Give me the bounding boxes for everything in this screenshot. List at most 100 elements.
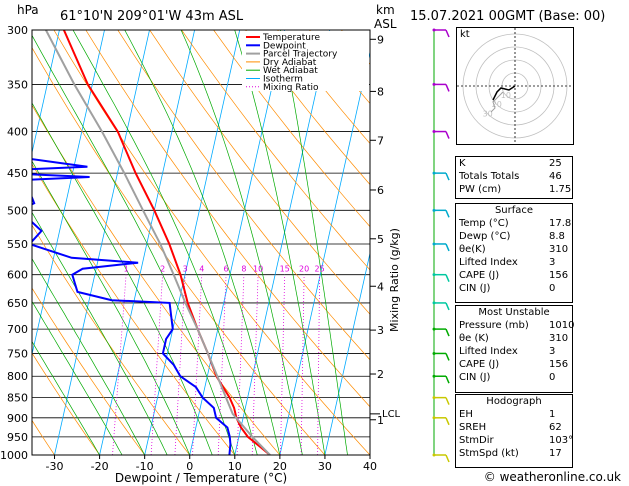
wind-barb-point (432, 327, 436, 331)
hodograph-stat-value: 1 (549, 409, 556, 420)
most-unstable-value: 156 (549, 359, 569, 370)
temperature-tick-label: 30 (318, 460, 332, 473)
index-row: Totals Totals 46 (456, 170, 572, 183)
wind-barb-flag (445, 131, 450, 139)
wind-barb-point (432, 396, 436, 400)
wind-barb-point (432, 130, 436, 134)
dry-adiabat-line (32, 46, 326, 455)
pressure-tick-label: 300 (7, 24, 28, 37)
surface-value: 8.8 (549, 231, 565, 242)
pressure-tick-label: 750 (7, 347, 28, 360)
dry-adiabat-line (181, 30, 370, 271)
most-unstable-label: θe (K) (459, 333, 489, 344)
hodograph-stat-label: StmDir (459, 435, 494, 446)
surface-label: θe(K) (459, 244, 486, 255)
km-tick-label: 8 (377, 85, 384, 98)
series-temperature-line (62, 30, 271, 455)
wet-adiabat-line (32, 300, 123, 455)
mixing-ratio-label: 10 (253, 265, 263, 274)
mixing-ratio-label: 20 (299, 265, 309, 274)
surface-value: 310 (549, 244, 569, 255)
most-unstable-row: CIN (J) 0 (456, 371, 572, 384)
most-unstable-row: Lifted Index 3 (456, 345, 572, 358)
surface-label: CIN (J) (459, 283, 491, 294)
hodograph: kt 10 20 30 (456, 27, 574, 145)
mixing-ratio-axis-title: Mixing Ratio (g/kg) (388, 228, 401, 332)
index-value: 25 (549, 158, 562, 169)
x-axis-title: Dewpoint / Temperature (°C) (115, 471, 287, 485)
wet-adiabat-line (32, 160, 191, 455)
km-unit-label: km (376, 3, 395, 17)
wind-barb-point (432, 374, 436, 378)
wind-barb-point (432, 208, 436, 212)
footer-credit: © weatheronline.co.uk (483, 470, 621, 484)
wet-adiabat-line (72, 30, 258, 455)
pressure-tick-label: 650 (7, 297, 28, 310)
wet-adiabat-line (32, 102, 213, 455)
wind-barb-flag (445, 397, 450, 405)
temperature-tick-label: 10 (228, 460, 242, 473)
hodograph-trace-upper (490, 91, 504, 113)
wind-barb-flag (445, 172, 450, 181)
index-label: PW (cm) (459, 184, 502, 195)
dry-adiabat-line (213, 30, 370, 228)
station-location: 61°10'N 209°01'W 43m ASL (60, 9, 244, 24)
wind-barb-flag (445, 328, 450, 337)
hodograph-stat-value: 62 (549, 422, 562, 433)
hodograph-table-panel: Hodograph EH 1 SREH 62 StmDir 103° StmSpd (kt)… (455, 394, 573, 468)
dry-adiabat-line (32, 163, 236, 455)
isotherm-line (32, 30, 105, 357)
hodograph-stat-row: StmDir 103° (456, 434, 573, 447)
wind-barb-point (432, 28, 436, 32)
surface-value: 156 (549, 270, 569, 281)
km-tick-label: 4 (377, 280, 384, 293)
legend-entry: Temperature (262, 33, 320, 43)
pressure-tick-label: 850 (7, 392, 28, 405)
indices-panel: K 25 Totals Totals 46 PW (cm) 1.75 (455, 156, 573, 199)
wind-barb-flag (445, 417, 450, 426)
dry-adiabat-line (32, 224, 190, 455)
surface-row: CAPE (J) 156 (456, 269, 572, 282)
legend-entry: Wet Adiabat (263, 66, 318, 76)
most-unstable-label: Lifted Index (459, 346, 518, 357)
hodograph-stat-row: StmSpd (kt) 17 (456, 447, 572, 460)
dry-adiabat-line (85, 30, 370, 408)
km-tick-label: 2 (377, 368, 384, 381)
pressure-tick-label: 700 (7, 323, 28, 336)
mixing-ratio-line (192, 274, 203, 455)
wind-barb-point (432, 301, 436, 305)
hodograph-stat-label: SREH (459, 422, 487, 433)
wind-barb-flag (445, 29, 450, 38)
mixing-ratio-line (317, 274, 320, 455)
surface-value: 3 (549, 257, 556, 268)
most-unstable-value: 310 (549, 333, 569, 344)
surface-row: Lifted Index 3 (456, 256, 572, 269)
pressure-tick-label: 900 (7, 412, 28, 425)
surface-row: θe(K) 310 (456, 243, 572, 256)
wind-barb-point (432, 453, 436, 457)
most-unstable-label: CIN (J) (459, 372, 491, 383)
temperature-tick-label: 0 (186, 460, 193, 473)
most-unstable-value: 3 (549, 346, 556, 357)
wind-barb-point (432, 416, 436, 420)
km-tick-label: 9 (377, 33, 384, 46)
series-parcel-trajectory-line (45, 30, 271, 455)
temperature-tick-label: -10 (136, 460, 154, 473)
legend-entry: Isotherm (263, 75, 303, 85)
isotherm-line (144, 30, 241, 455)
mixing-ratio-label: 2 (160, 265, 165, 274)
hodograph-ring-label: 20 (492, 100, 502, 109)
most-unstable-row: θe (K) 310 (456, 332, 572, 345)
km-tick-label: 6 (377, 184, 384, 197)
mixing-ratio-label: 1 (124, 265, 129, 274)
wind-barb-flag (445, 302, 450, 311)
most-unstable-title: Most Unstable (478, 307, 550, 318)
wind-barb-point (432, 242, 436, 246)
mixing-ratio-label: 3 (183, 265, 188, 274)
dry-adiabat-line (53, 30, 370, 455)
hodograph-stat-row: EH 1 (456, 408, 572, 421)
wind-barb-flag (445, 375, 450, 384)
dry-adiabat-line (32, 104, 281, 455)
most-unstable-panel: Most Unstable Pressure (mb) 1010 θe (K) 310… (455, 305, 574, 393)
pressure-tick-label: 450 (7, 167, 28, 180)
